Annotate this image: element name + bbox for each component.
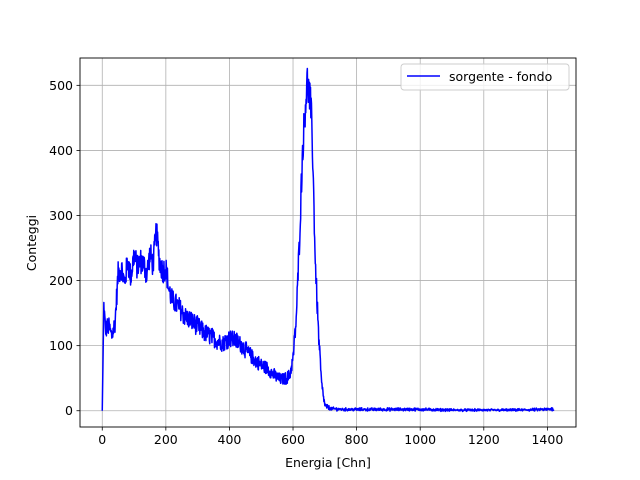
series-layer — [101, 67, 555, 413]
y-tick-label: 200 — [49, 273, 73, 288]
legend-entry-label: sorgente - fondo — [449, 69, 552, 84]
x-tick-label: 1000 — [404, 432, 436, 447]
legend-box — [400, 63, 570, 91]
x-axis-ticks: 0 200 400 600 800 1000 1200 1400 — [98, 427, 563, 447]
plot-frame — [79, 57, 577, 428]
x-tick-label: 1200 — [468, 432, 500, 447]
y-tick-label: 0 — [65, 403, 73, 418]
x-axis-label: Energia [Chn] — [285, 455, 371, 470]
y-tick-label: 100 — [49, 338, 73, 353]
y-axis-label: Conteggi — [24, 215, 39, 271]
x-tick-label: 200 — [154, 432, 178, 447]
x-tick-label: 400 — [218, 432, 242, 447]
x-tick-label: 0 — [98, 432, 106, 447]
y-tick-label: 500 — [49, 78, 73, 93]
legend: sorgente - fondo — [400, 63, 570, 91]
y-tick-label: 400 — [49, 143, 73, 158]
x-tick-label: 1400 — [531, 432, 563, 447]
series-line — [101, 67, 555, 413]
grid-lines — [80, 58, 576, 427]
y-axis-ticks: 0 100 200 300 400 500 — [49, 78, 80, 418]
plot-background — [80, 58, 576, 427]
y-tick-label: 300 — [49, 208, 73, 223]
x-tick-label: 600 — [281, 432, 305, 447]
x-tick-label: 800 — [345, 432, 369, 447]
